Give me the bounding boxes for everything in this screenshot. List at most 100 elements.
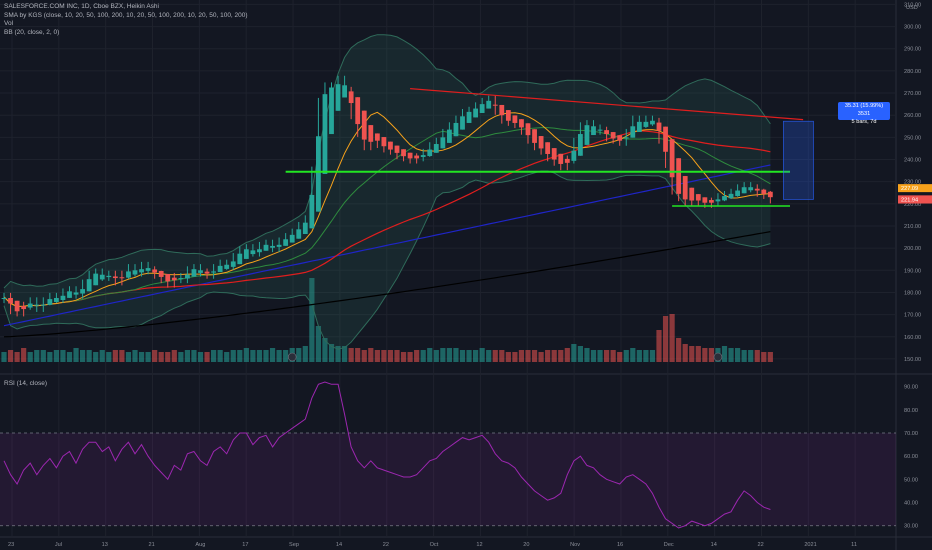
candle-body	[656, 122, 662, 131]
volume-bar	[577, 346, 583, 362]
volume-indicator-label[interactable]: Vol	[4, 20, 14, 28]
candle-body	[735, 190, 740, 197]
candle-body	[348, 91, 354, 104]
candle-body	[73, 292, 79, 295]
volume-bar	[335, 346, 341, 362]
time-tick-label: 20	[523, 542, 529, 548]
symbol-title[interactable]: SALESFORCE.COM INC, 1D, Cboe BZX, Heikin…	[4, 3, 159, 10]
volume-bar	[761, 352, 767, 362]
candle-body	[492, 104, 498, 106]
candle-body	[394, 145, 400, 153]
volume-bar	[728, 348, 734, 362]
price-tick-label: 310.00	[904, 2, 921, 8]
price-tick-label: 240.00	[904, 158, 921, 164]
candle-body	[34, 304, 40, 306]
volume-bar	[525, 350, 531, 362]
candle-body	[93, 273, 99, 286]
earnings-marker	[287, 352, 297, 362]
candle-body	[551, 148, 557, 160]
volume-bar	[342, 346, 348, 362]
candle-body	[47, 299, 53, 305]
volume-bar	[302, 346, 308, 362]
candle-body	[21, 306, 27, 310]
volume-bar	[676, 338, 682, 362]
volume-bar	[47, 352, 53, 362]
price-axis[interactable]: 310.00 300.00 290.00 280.00 270.00 260.00 250.…	[904, 2, 921, 529]
time-tick-label: Oct	[430, 542, 439, 548]
volume-bar	[708, 348, 714, 362]
candle-body	[14, 300, 20, 312]
volume-bar	[433, 350, 439, 362]
volume-bar	[374, 350, 380, 362]
time-tick-label: 13	[102, 542, 108, 548]
candle-body	[597, 129, 603, 131]
candle-body	[145, 268, 151, 271]
candle-body	[630, 126, 636, 138]
candle-body	[407, 152, 413, 159]
candle-body	[427, 149, 433, 157]
candle-body	[86, 279, 92, 292]
candle-body	[119, 277, 125, 279]
price-tick-label: 250.00	[904, 135, 921, 141]
candle-body	[368, 125, 374, 142]
volume-bar	[735, 348, 741, 362]
time-tick-label: 17	[242, 542, 248, 548]
rsi-indicator-label[interactable]: RSI (14, close)	[4, 380, 47, 387]
volume-bar	[355, 348, 361, 362]
volume-bar	[250, 350, 256, 362]
price-tick-label: 280.00	[904, 69, 921, 75]
candle-body	[682, 176, 688, 200]
price-tag-label: 221.94	[901, 198, 918, 204]
candlesticks	[1, 75, 773, 317]
volume-bar	[741, 350, 747, 362]
volume-bar	[80, 350, 86, 362]
candle-body	[1, 297, 7, 299]
volume-bar	[486, 350, 492, 362]
candle-body	[728, 193, 734, 199]
candle-body	[250, 250, 256, 255]
candle-body	[401, 149, 406, 157]
candle-body	[191, 269, 197, 277]
volume-bar	[34, 350, 40, 362]
volume-bar	[558, 350, 564, 362]
candle-body	[650, 120, 655, 125]
candle-body	[636, 121, 642, 132]
time-tick-label: 23	[8, 542, 14, 548]
volume-bar	[191, 350, 197, 362]
candle-body	[112, 276, 118, 279]
volume-bar	[453, 348, 459, 362]
sma-indicator-label[interactable]: SMA by KGS (close, 10, 20, 50, 100, 200,…	[4, 11, 248, 19]
volume-bar	[243, 348, 249, 362]
volume-bar	[623, 350, 629, 362]
measure-box[interactable]: 35.31 (15.99%) 3531 5 bars, 7d	[838, 102, 890, 125]
price-tick-label: 290.00	[904, 47, 921, 53]
drawing-annotations[interactable]	[285, 88, 814, 362]
candle-body	[27, 303, 33, 308]
price-tick-label: 150.00	[904, 357, 921, 363]
time-axis[interactable]: 23 Jul 13 21 Aug 17 Sep 14 22 Oct 12 20 Nov 16 Dec 14 22…	[8, 542, 857, 548]
volume-bar	[721, 346, 728, 362]
volume-bar	[492, 350, 498, 362]
candle-body	[722, 196, 727, 201]
candle-body	[289, 234, 295, 243]
price-tick-label: 300.00	[904, 25, 921, 31]
candle-body	[545, 142, 551, 154]
price-tick-label: 170.00	[904, 313, 921, 319]
volume-bar	[60, 350, 66, 362]
volume-bar	[99, 350, 105, 362]
candle-body	[355, 97, 361, 125]
bb-indicator-label[interactable]: BB (20, close, 2, 0)	[4, 28, 60, 36]
volume-bar	[152, 350, 158, 362]
candle-body	[263, 244, 269, 251]
volume-bar	[348, 348, 354, 362]
bb-upper-line	[3, 34, 771, 289]
candle-body	[532, 129, 537, 143]
volume-bar	[630, 348, 636, 362]
candle-body	[322, 94, 328, 174]
candle-body	[165, 273, 171, 282]
time-tick-label: 22	[383, 542, 389, 548]
candle-body	[361, 110, 367, 140]
time-tick-label: Aug	[195, 542, 205, 548]
time-tick-label: 14	[711, 542, 717, 548]
